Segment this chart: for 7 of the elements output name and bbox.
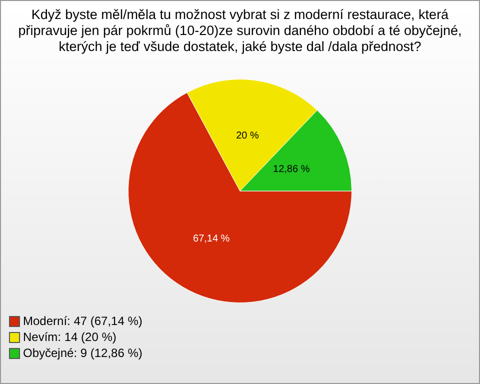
legend-label: Obyčejné: 9 (12,86 %) (23, 345, 142, 361)
chart-title: Když byste měl/měla tu možnost vybrat si z moderní restaurace, která připravuje jen pár pokrmů (10-20)ze surovin daného období a té obyčejné, kterých je teď všude dostatek, jaké byste dal /dala přednost? (17, 7, 463, 55)
slice-label: Moderní: 47 (67,14 %) (23, 313, 142, 329)
data-label: 67,14 % (192, 234, 230, 245)
legend-label: Nevím: 14 (20 %) (23, 329, 116, 345)
data-label: 20 % (236, 130, 259, 142)
data-label: 12,86 % (273, 164, 310, 175)
